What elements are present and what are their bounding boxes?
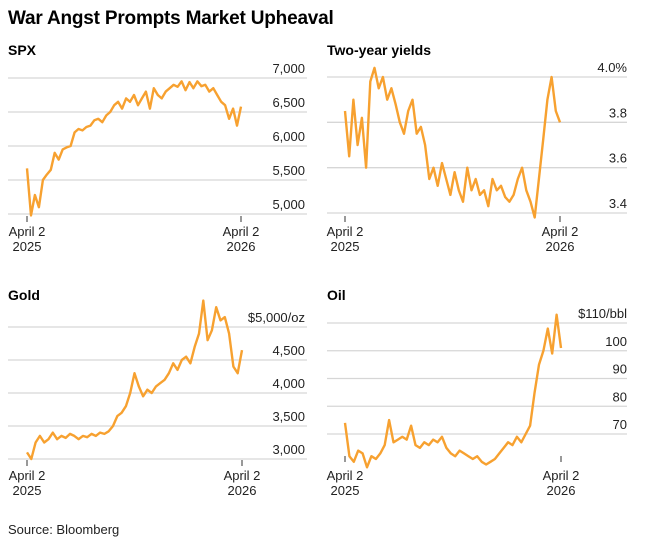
y-tick-label: 90 (613, 362, 627, 377)
y-tick-label: 3.4 (609, 196, 627, 211)
panel-gold: Gold $5,000/oz 4,500 4,000 3,500 3,000 April 2… (8, 287, 307, 498)
y-tick-label: 7,000 (272, 61, 305, 76)
x-tick-label-year: 2026 (546, 239, 575, 254)
y-tick-label: $5,000/oz (248, 310, 305, 325)
y-tick-label: 3,500 (272, 409, 305, 424)
y-tick-label: 80 (613, 389, 627, 404)
y-tick-label: 4,500 (272, 343, 305, 358)
y-tick-label: $110/bbl (578, 306, 627, 321)
series-line (343, 66, 562, 219)
panel-title: Two-year yields (327, 42, 431, 58)
y-tick-label: 70 (613, 417, 627, 432)
x-tick-label: April 2 (9, 224, 46, 239)
x-tick-label: April 2 (327, 224, 364, 239)
y-tick-label: 6,500 (272, 95, 305, 110)
y-tick-label: 3,000 (272, 442, 305, 457)
y-tick-label: 3.6 (609, 151, 627, 166)
x-tick-label-year: 2026 (547, 483, 576, 498)
panel-title: SPX (8, 42, 37, 58)
y-tick-label: 5,000 (272, 197, 305, 212)
series-line (25, 299, 244, 461)
panel-title: Gold (8, 287, 40, 303)
y-tick-label: 6,000 (272, 129, 305, 144)
x-tick-label-year: 2025 (331, 239, 360, 254)
x-tick-label: April 2 (9, 468, 46, 483)
y-tick-label: 5,500 (272, 163, 305, 178)
x-tick-label-year: 2025 (13, 483, 42, 498)
x-tick-label: April 2 (543, 468, 580, 483)
x-tick-label: April 2 (223, 224, 260, 239)
x-tick-label-year: 2025 (13, 239, 42, 254)
x-tick-label: April 2 (224, 468, 261, 483)
y-tick-label: 4,000 (272, 376, 305, 391)
y-tick-label: 4.0% (597, 60, 627, 75)
x-tick-label-year: 2026 (227, 239, 256, 254)
series-line (343, 313, 563, 469)
chart-title: War Angst Prompts Market Upheaval (8, 8, 334, 29)
y-tick-label: 3.8 (609, 105, 627, 120)
source-note: Source: Bloomberg (8, 522, 120, 537)
x-tick-label-year: 2026 (228, 483, 257, 498)
x-tick-label: April 2 (542, 224, 579, 239)
panel-title: Oil (327, 287, 346, 303)
y-tick-label: 100 (605, 334, 627, 349)
series-line (25, 80, 243, 217)
x-tick-label-year: 2025 (331, 483, 360, 498)
x-tick-label: April 2 (327, 468, 364, 483)
